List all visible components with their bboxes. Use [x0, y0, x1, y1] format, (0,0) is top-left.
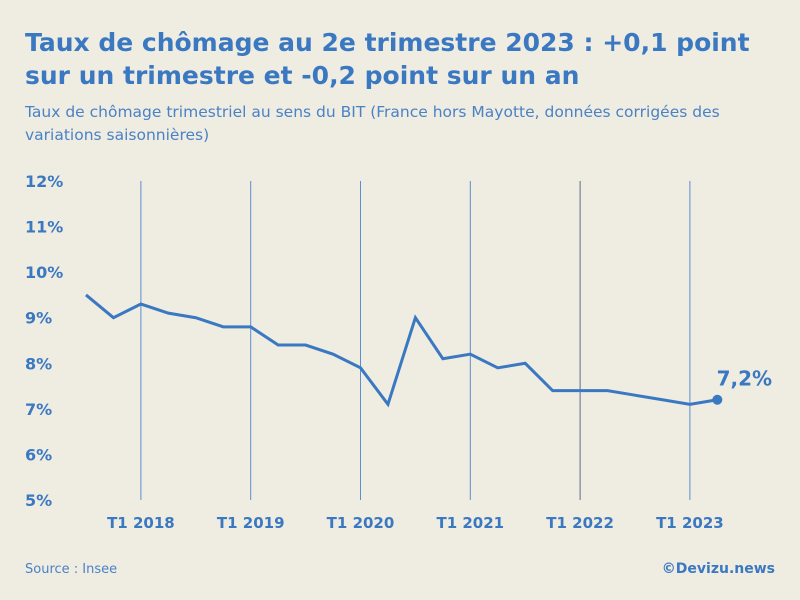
- chart-title: Taux de chômage au 2e trimestre 2023 : +…: [25, 28, 750, 90]
- x-tick-label: T1 2021: [436, 514, 504, 532]
- y-tick-label: 9%: [25, 309, 52, 328]
- y-tick-label: 10%: [25, 263, 63, 282]
- credit: ©Devizu.news: [661, 561, 775, 577]
- y-tick-label: 11%: [25, 218, 63, 237]
- y-tick-label: 8%: [25, 354, 52, 373]
- last-value-label: 7,2%: [717, 367, 772, 391]
- chart-subtitle: Taux de chômage trimestriel au sens du B…: [25, 103, 720, 144]
- x-tick-label: T1 2022: [546, 514, 614, 532]
- x-tick-label: T1 2023: [656, 514, 724, 532]
- data-point: [712, 394, 723, 405]
- series-line: [85, 293, 718, 408]
- y-tick-label: 6%: [25, 445, 52, 464]
- y-tick-label: 5%: [25, 491, 52, 510]
- x-tick-label: T1 2018: [107, 514, 175, 532]
- y-tick-label: 7%: [25, 400, 52, 419]
- x-tick-label: T1 2019: [217, 514, 285, 532]
- y-tick-label: 12%: [25, 172, 63, 191]
- source-note: Source : Insee: [25, 562, 118, 577]
- x-tick-label: T1 2020: [327, 514, 395, 532]
